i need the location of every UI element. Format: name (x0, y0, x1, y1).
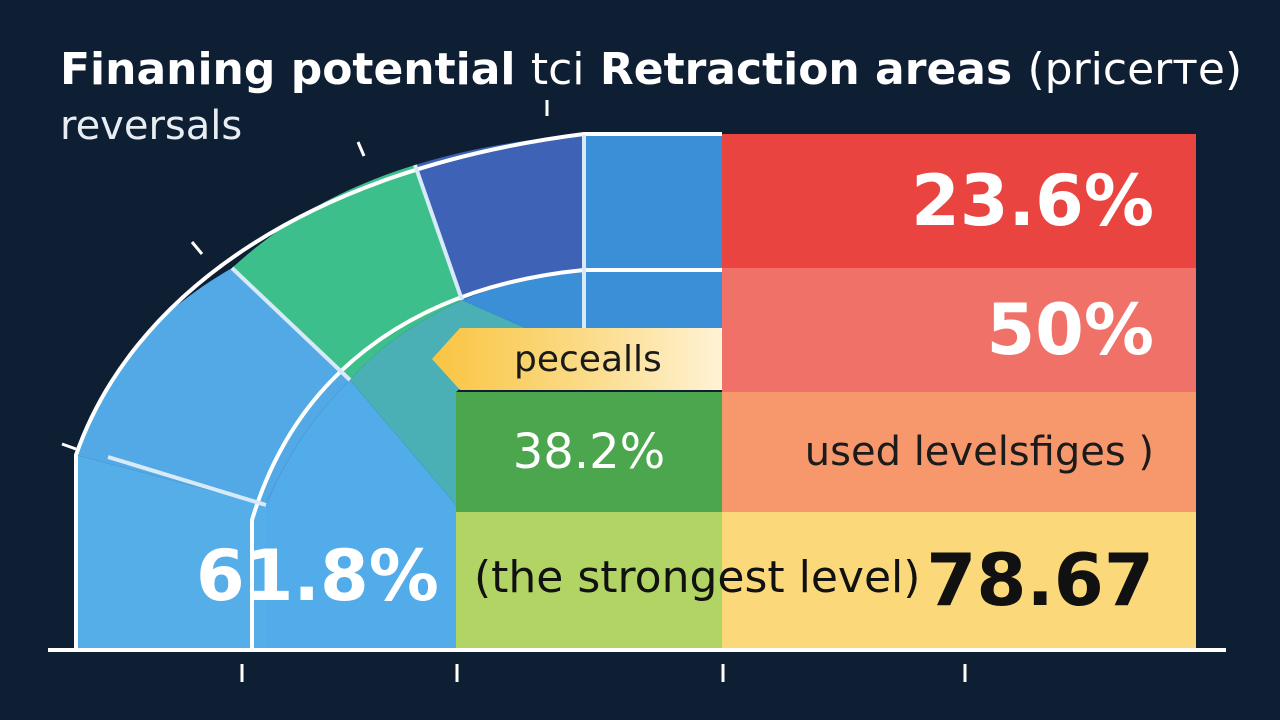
level-61-8-label: 61.8% (196, 535, 439, 617)
level-78-67-label: 78.67 (926, 538, 1154, 622)
title-paren-part: (pricerте) (1027, 44, 1243, 95)
outer-segment-dark-blue (415, 135, 584, 300)
outer-segment-blue (584, 135, 722, 270)
divider-2 (230, 266, 352, 382)
used-levels-label: used levelsfiges ) (804, 429, 1154, 475)
title-bold-part: Finaning potential (60, 44, 516, 95)
title-thin-part: tci (530, 44, 585, 95)
title-line-1: Finaning potential tci Retraction areas … (60, 40, 1242, 100)
divider-1 (107, 455, 267, 507)
outer-segment-green (232, 165, 462, 380)
title-line-2: reversals (60, 103, 243, 149)
tick-mark (190, 241, 204, 255)
level-38-2-label: 38.2% (512, 424, 666, 480)
level-cell-23-6: 23.6% (722, 134, 1196, 268)
level-50-label: 50% (986, 289, 1154, 371)
divider-3 (413, 164, 464, 301)
outer-arc (74, 132, 722, 648)
outer-segment-light-blue-low (76, 455, 266, 648)
inner-arc (250, 268, 722, 648)
inner-segment-blue (266, 380, 456, 648)
callout-tag: pecealls (432, 328, 722, 390)
level-23-6-label: 23.6% (911, 160, 1154, 242)
strongest-level-label: (the strongest level) (474, 552, 921, 603)
title-bold-part-2: Retraction areas (599, 44, 1013, 95)
tick-mark (356, 141, 366, 157)
level-cell-78-67: 78.67 (722, 512, 1196, 648)
level-cell-50: 50% (722, 268, 1196, 392)
callout-tag-label: pecealls (514, 339, 662, 380)
level-cell-used: used levelsfiges ) (722, 392, 1196, 512)
callout-tag-shape (432, 328, 722, 390)
level-cell-strongest (456, 512, 722, 648)
tick-mark (61, 442, 77, 451)
inner-segment-blue-top (462, 270, 722, 330)
level-cell-38-2: 38.2% (456, 392, 722, 512)
